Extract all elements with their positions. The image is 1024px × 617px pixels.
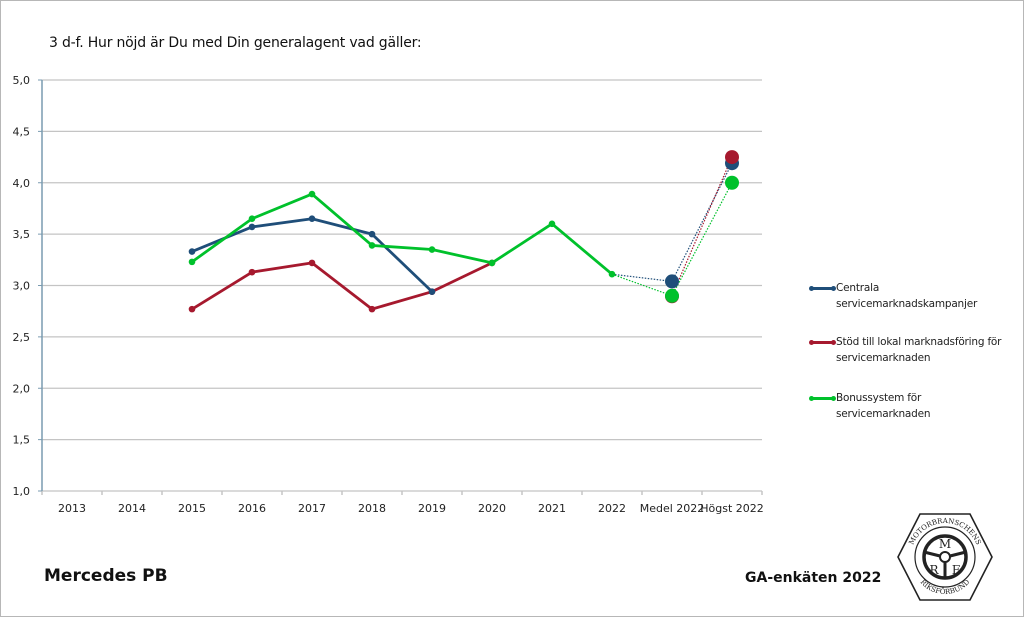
y-tick-label: 2,5 — [13, 331, 31, 344]
dotted-connector-0 — [671, 162, 733, 282]
gridlines — [42, 79, 762, 441]
survey-name: GA-enkäten 2022 — [745, 570, 882, 586]
data-point — [368, 242, 376, 249]
chart-title: 3 d-f. Hur nöjd är Du med Din generalage… — [49, 35, 422, 51]
hogst-marker — [725, 150, 739, 165]
comparison-connectors — [611, 156, 733, 297]
y-tick-label: 5,0 — [13, 74, 31, 87]
y-tick-label: 1,0 — [13, 485, 31, 498]
x-tick-label: 2016 — [238, 502, 266, 515]
data-point — [188, 248, 196, 255]
x-tick-label: 2021 — [538, 502, 566, 515]
legend-label: Bonussystem för servicemarknaden — [836, 392, 931, 420]
data-point — [188, 258, 196, 266]
x-tick-label: 2019 — [418, 502, 446, 515]
dotted-connector-1 — [671, 156, 733, 297]
y-tick-label: 4,0 — [13, 177, 31, 190]
series-line-2 — [191, 192, 613, 276]
logo-letter-m: M — [939, 537, 951, 551]
series-points — [188, 150, 739, 313]
series-lines — [191, 192, 613, 311]
legend-swatch-blue — [808, 282, 836, 294]
data-point — [428, 288, 436, 295]
legend-label: Stöd till lokal marknadsföring för servi… — [836, 336, 1002, 364]
x-tick-label: 2020 — [478, 502, 506, 515]
data-point — [308, 190, 316, 198]
logo-letter-r: R — [929, 563, 939, 577]
dotted-connector-2 — [671, 182, 733, 297]
axes — [41, 80, 762, 492]
y-tick-label: 3,5 — [13, 228, 31, 241]
logo-letter-f: F — [952, 563, 960, 577]
brand-name: Mercedes PB — [44, 566, 168, 586]
legend-label: Centrala servicemarknadskampanjer — [836, 282, 978, 310]
data-point — [308, 259, 316, 267]
x-tick-label: 2022 — [598, 502, 626, 515]
data-point — [308, 215, 316, 223]
x-tick-label: 2018 — [358, 502, 386, 515]
dotted-connector-0 — [611, 273, 673, 282]
data-point — [248, 215, 256, 223]
x-tick-label: 2013 — [58, 502, 86, 515]
x-axis-ticks: 2013 2014 2015 2016 2017 2018 2019 2020 2021 2022… — [41, 491, 764, 515]
legend-item-centrala[interactable]: Centrala servicemarknadskampanjer — [808, 282, 1018, 312]
x-tick-label: Högst 2022 — [700, 502, 764, 515]
data-point — [368, 230, 376, 238]
x-tick-label: 2017 — [298, 502, 326, 515]
medel-marker — [665, 274, 679, 289]
legend-item-stod[interactable]: Stöd till lokal marknadsföring för servi… — [808, 336, 1018, 366]
series-line-1 — [191, 261, 493, 311]
x-tick-label: 2014 — [118, 502, 146, 515]
data-point — [488, 259, 496, 267]
legend-swatch-red — [808, 336, 836, 348]
x-tick-label: 2015 — [178, 502, 206, 515]
medel-marker — [665, 288, 679, 303]
mrf-logo-icon: M R F MOTORBRANSCHENS RIKSFÖRBUND — [897, 513, 993, 601]
y-tick-label: 4,5 — [13, 125, 31, 138]
y-tick-label: 1,5 — [13, 434, 31, 447]
data-point — [608, 270, 616, 278]
data-point — [428, 246, 436, 253]
x-tick-label: Medel 2022 — [640, 502, 705, 515]
y-axis-ticks: 1,0 1,5 2,0 2,5 3,0 3,5 4,0 4,5 5,0 — [13, 74, 42, 498]
hogst-marker — [725, 175, 739, 190]
legend-item-bonus[interactable]: Bonussystem för servicemarknaden — [808, 392, 1018, 422]
data-point — [368, 305, 376, 313]
data-point — [548, 220, 556, 228]
y-tick-label: 3,0 — [13, 280, 31, 293]
data-point — [188, 305, 196, 313]
legend-swatch-green — [808, 392, 836, 404]
series-line-0 — [191, 217, 433, 293]
data-point — [248, 268, 256, 276]
y-tick-label: 2,0 — [13, 382, 31, 395]
data-point — [248, 223, 256, 231]
